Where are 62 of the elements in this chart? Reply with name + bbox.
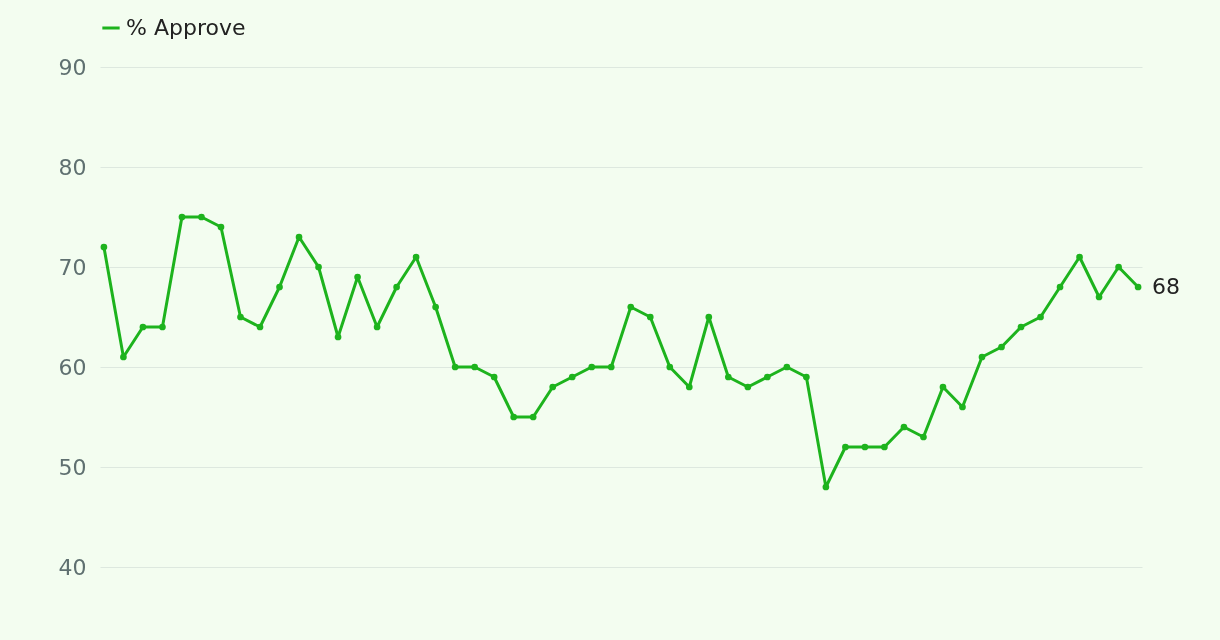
point bbox=[1037, 313, 1044, 321]
point bbox=[1095, 293, 1103, 301]
point bbox=[393, 283, 400, 291]
point bbox=[295, 233, 303, 241]
point bbox=[1056, 283, 1064, 291]
point bbox=[685, 383, 693, 391]
y-tick-label: 90 bbox=[58, 54, 87, 80]
legend-label: % Approve bbox=[126, 15, 246, 40]
y-tick-label: 80 bbox=[58, 154, 87, 180]
point bbox=[1134, 283, 1142, 291]
point bbox=[1076, 253, 1083, 261]
point bbox=[100, 243, 108, 251]
point bbox=[237, 313, 244, 321]
point bbox=[334, 333, 342, 341]
point bbox=[159, 323, 166, 331]
point bbox=[763, 373, 771, 381]
point bbox=[939, 383, 947, 391]
point bbox=[705, 313, 713, 321]
point bbox=[666, 363, 674, 371]
data-label: 68 bbox=[1152, 274, 1181, 299]
point bbox=[920, 433, 927, 441]
point bbox=[549, 383, 557, 391]
point bbox=[178, 213, 186, 221]
point bbox=[568, 373, 576, 381]
point bbox=[139, 323, 147, 331]
point bbox=[646, 313, 654, 321]
point bbox=[315, 263, 322, 271]
point bbox=[842, 443, 849, 451]
point bbox=[803, 373, 810, 381]
point bbox=[900, 423, 908, 431]
point bbox=[432, 303, 439, 311]
point bbox=[978, 353, 986, 361]
point bbox=[744, 383, 752, 391]
point bbox=[822, 483, 830, 491]
point bbox=[276, 283, 283, 291]
point bbox=[627, 303, 635, 311]
point bbox=[373, 323, 381, 331]
point bbox=[510, 413, 518, 421]
point bbox=[607, 363, 615, 371]
point bbox=[1115, 263, 1122, 271]
y-tick-label: 50 bbox=[58, 454, 87, 480]
y-tick-label: 40 bbox=[58, 554, 87, 580]
point bbox=[783, 363, 791, 371]
point bbox=[451, 363, 459, 371]
point bbox=[217, 223, 225, 231]
point bbox=[198, 213, 205, 221]
point bbox=[529, 413, 537, 421]
point bbox=[959, 403, 966, 411]
y-tick-label: 60 bbox=[58, 354, 87, 380]
point bbox=[881, 443, 888, 451]
point bbox=[256, 323, 264, 331]
point bbox=[588, 363, 596, 371]
point bbox=[998, 343, 1005, 351]
point bbox=[490, 373, 498, 381]
point bbox=[120, 353, 127, 361]
y-tick-label: 70 bbox=[58, 254, 87, 280]
point bbox=[412, 253, 420, 261]
point bbox=[861, 443, 869, 451]
point bbox=[354, 273, 361, 281]
point bbox=[471, 363, 479, 371]
point bbox=[724, 373, 732, 381]
point bbox=[1017, 323, 1025, 331]
